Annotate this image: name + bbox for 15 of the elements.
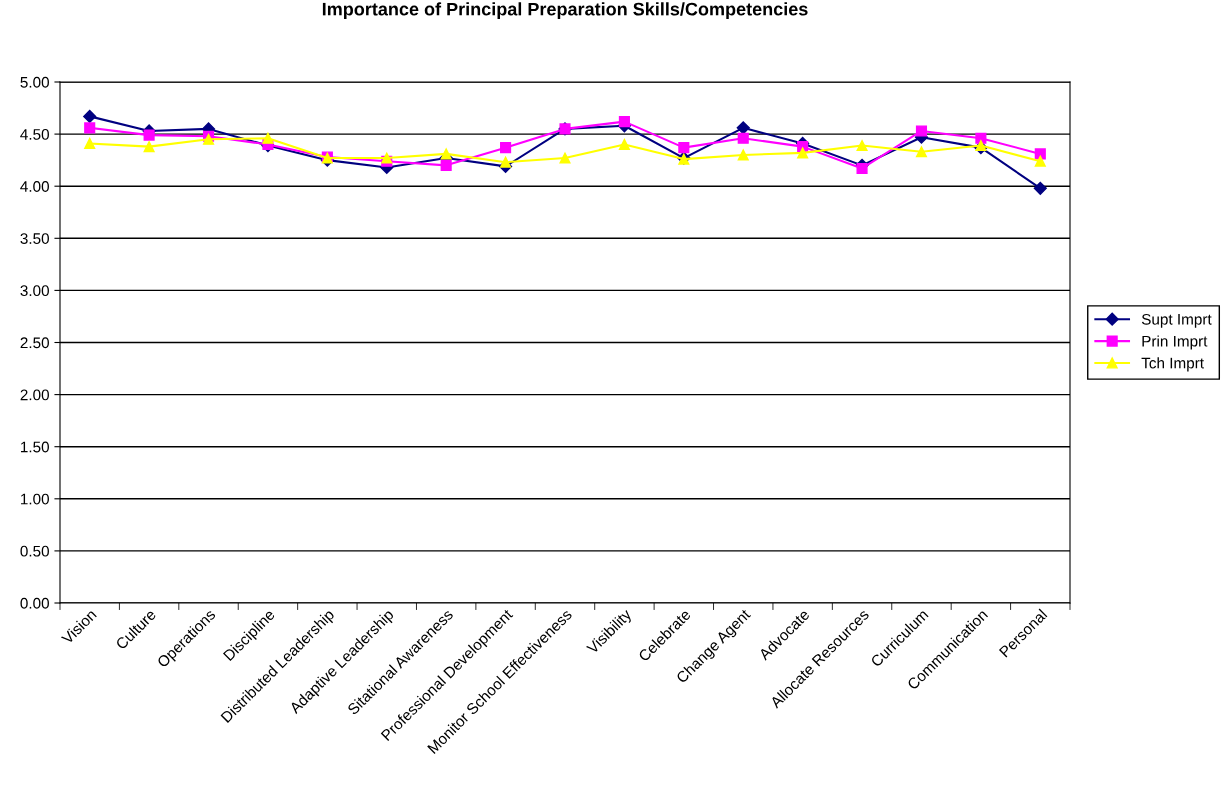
chart-title: Importance of Principal Preparation Skills/Competencies xyxy=(322,2,808,20)
legend-label: Supt Imprt xyxy=(1141,313,1212,328)
legend-label: Tch Imprt xyxy=(1141,357,1204,372)
y-tick-label: 3.00 xyxy=(20,285,49,297)
y-tick-label: 0.50 xyxy=(20,545,49,557)
legend-label: Prin Imprt xyxy=(1142,335,1208,350)
y-tick-label: 3.50 xyxy=(20,233,49,244)
y-tick-label: 1.50 xyxy=(21,441,49,453)
y-tick-label: 0.00 xyxy=(20,597,49,609)
y-tick-label: 4.50 xyxy=(20,128,49,140)
y-tick-label: 2.50 xyxy=(20,337,49,349)
y-tick-label: 5.00 xyxy=(20,76,49,88)
y-tick-label: 1.00 xyxy=(21,493,49,505)
y-tick-label: 4.00 xyxy=(20,181,49,192)
y-tick-label: 2.00 xyxy=(20,389,49,401)
